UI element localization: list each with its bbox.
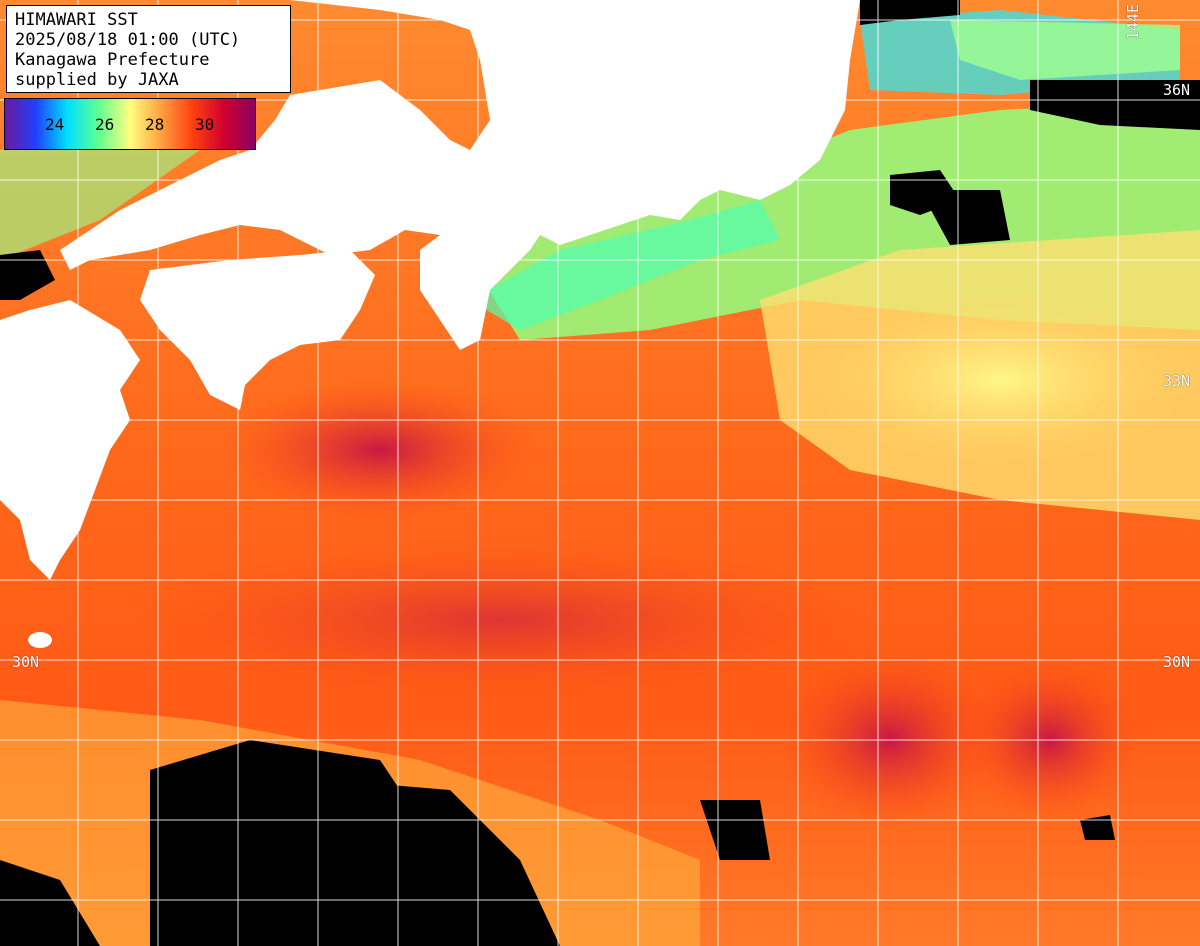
land-island-izu-1 <box>784 160 796 180</box>
land-island-kii <box>479 165 491 185</box>
land-honshu <box>60 0 860 350</box>
north-green-patch <box>950 20 1180 80</box>
legend-label-26: 26 <box>95 115 115 134</box>
title-line-product: HIMAWARI SST <box>15 10 138 30</box>
map-title-box: HIMAWARI SST 2025/08/18 01:00 (UTC) Kana… <box>6 5 291 93</box>
land-shikoku <box>140 250 375 410</box>
lat-label-33n: 33N <box>1163 372 1191 390</box>
hot-spot-north <box>220 380 540 520</box>
land-kyushu <box>0 300 140 580</box>
legend-label-24: 24 <box>45 115 65 134</box>
lat-label-30n-right: 30N <box>1163 653 1191 671</box>
title-line-source: supplied by JAXA <box>15 70 179 90</box>
hot-band-center <box>120 540 880 700</box>
left-green-coast <box>0 120 200 260</box>
coastal-cyan-water <box>470 200 780 330</box>
title-line-datetime: 2025/08/18 01:00 (UTC) <box>15 30 241 50</box>
land-areas <box>0 0 860 648</box>
lon-label-144e: 144E <box>1124 4 1142 41</box>
lat-label-30n-left: 30N <box>12 653 40 671</box>
title-line-region: Kanagawa Prefecture <box>15 50 210 70</box>
land-tanegashima <box>28 632 52 648</box>
color-scale-bar <box>5 99 255 149</box>
legend-label-30: 30 <box>195 115 215 134</box>
legend-label-28: 28 <box>145 115 165 134</box>
warm-yellow-east <box>800 290 1200 470</box>
lat-label-36n: 36N <box>1163 81 1191 99</box>
color-scale-legend: 24 26 28 30 <box>4 98 256 150</box>
